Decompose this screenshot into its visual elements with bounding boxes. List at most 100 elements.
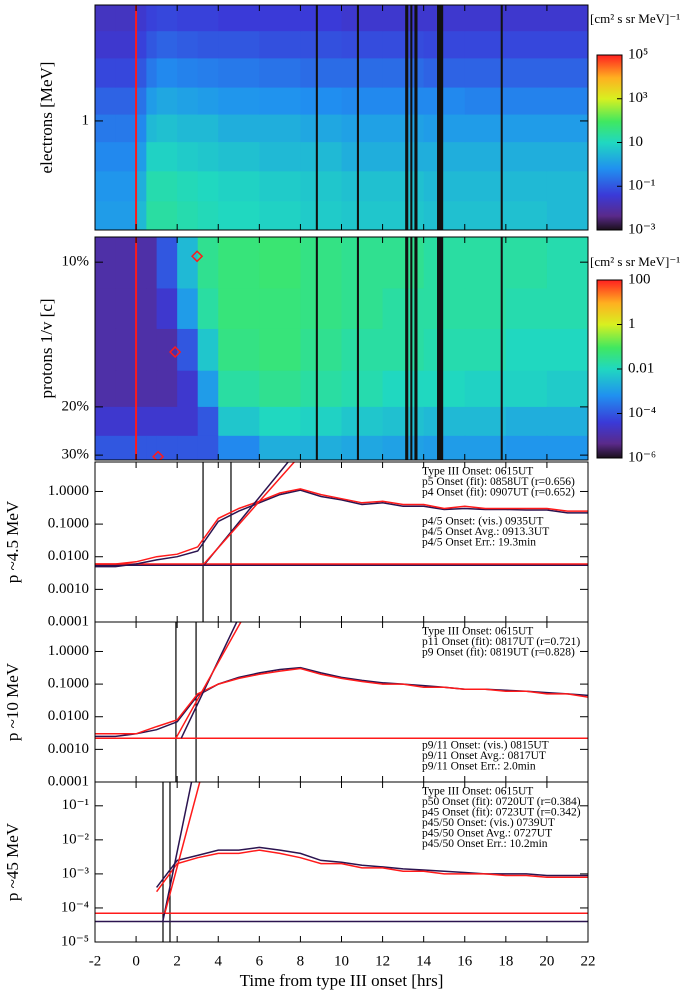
heat-cell (115, 87, 137, 115)
heat-cell (146, 200, 158, 230)
heat-cell (177, 406, 199, 437)
y-tick-label: 10⁻³ (62, 865, 90, 881)
heat-cell (300, 141, 342, 172)
heat-cell (115, 237, 137, 289)
heat-cell (218, 237, 260, 289)
onset-marker (169, 345, 182, 359)
fit-line (164, 782, 201, 914)
annotation: Type III Onset: 0615UT (422, 786, 533, 798)
heat-cell (177, 288, 199, 330)
heat-cell (382, 237, 425, 289)
heat-cell (115, 288, 137, 330)
heat-cell (300, 328, 342, 372)
heat-cell (259, 30, 301, 59)
heat-cell (218, 370, 260, 408)
data-line (95, 489, 588, 568)
heat-cell (146, 370, 158, 408)
heat-cell (259, 200, 301, 230)
heat-cell (382, 57, 425, 88)
heat-cell (382, 114, 425, 143)
heat-cell (464, 114, 507, 143)
x-tick-label: 22 (581, 953, 596, 969)
x-tick-label: 0 (132, 953, 140, 969)
y-tick-label: 10⁻⁵ (61, 933, 89, 949)
heat-cell (136, 5, 147, 32)
heat-cell (423, 114, 466, 143)
heat-cell (197, 237, 219, 289)
heat-cell (505, 328, 548, 372)
heat-cell (505, 87, 548, 115)
heat-cell (115, 30, 137, 59)
heat-cell (218, 170, 260, 202)
heat-cell (218, 141, 260, 172)
heat-cell (546, 200, 588, 230)
annotation: p9/11 Onset Avg.: 0817UT (422, 750, 546, 762)
heat-cell (464, 87, 507, 115)
heat-cell (423, 370, 466, 408)
heat-cell (382, 5, 425, 32)
data-line (95, 666, 588, 738)
heat-cell (423, 288, 466, 330)
annotation: p9 Onset (fit): 0819UT (r=0.828) (422, 647, 575, 659)
heat-cell (136, 200, 147, 230)
heat-cell (156, 5, 178, 32)
y-tick-label: 0.0001 (48, 613, 89, 629)
heat-cell (95, 170, 117, 202)
panel (95, 237, 588, 460)
heat-cell (464, 435, 507, 460)
y-tick-label: 0.0100 (48, 708, 89, 724)
data-line (95, 488, 588, 565)
heat-cell (382, 200, 425, 230)
heat-cell (505, 288, 548, 330)
y-tick-label: 10⁻² (62, 831, 90, 847)
heat-cell (218, 200, 260, 230)
heat-cell (146, 30, 158, 59)
heat-cell (464, 170, 507, 202)
heat-cell (464, 57, 507, 88)
heat-cell (546, 370, 588, 408)
heat-cell (341, 141, 384, 172)
heat-cell (259, 435, 301, 460)
colorbar-tick-label: 0.01 (628, 360, 654, 376)
annotation: p5 Onset (fit): 0858UT (r=0.656) (422, 476, 575, 488)
heat-cell (505, 237, 548, 289)
heat-cell (197, 141, 219, 172)
annotation: p45/50 Onset Err.: 10.2min (422, 838, 548, 850)
heat-cell (156, 435, 178, 460)
heat-cell (95, 200, 117, 230)
data-gap (414, 237, 418, 460)
y-tick-label: 0.0001 (48, 773, 89, 789)
heat-cell (259, 288, 301, 330)
heat-cell (423, 435, 466, 460)
heat-cell (136, 370, 147, 408)
heat-cell (546, 435, 588, 460)
y-tick-label: 1.0000 (48, 643, 89, 659)
heat-cell (218, 30, 260, 59)
y-axis-label: p ~4.5 MeV (3, 500, 22, 583)
annotation: Type III Onset: 0615UT (422, 626, 533, 638)
heat-cell (546, 237, 588, 289)
heat-cell (146, 87, 158, 115)
heat-cell (300, 406, 342, 437)
heat-cell (177, 114, 199, 143)
heat-cell (382, 406, 425, 437)
heat-cell (505, 30, 548, 59)
heat-cell (464, 5, 507, 32)
annotation: p4/5 Onset: (vis.) 0935UT (422, 516, 543, 528)
heat-cell (156, 200, 178, 230)
heat-cell (300, 5, 342, 32)
data-line (95, 667, 588, 735)
heat-cell (300, 87, 342, 115)
heat-cell (115, 114, 137, 143)
heat-cell (197, 114, 219, 143)
heat-cell (146, 5, 158, 32)
heat-cell (156, 141, 178, 172)
annotation: p9/11 Onset Err.: 2.0min (422, 761, 536, 773)
heat-cell (382, 170, 425, 202)
heat-cell (505, 114, 548, 143)
heat-cell (197, 5, 219, 32)
data-gap (500, 5, 503, 230)
heat-cell (146, 57, 158, 88)
heat-cell (177, 170, 199, 202)
heat-cell (259, 87, 301, 115)
